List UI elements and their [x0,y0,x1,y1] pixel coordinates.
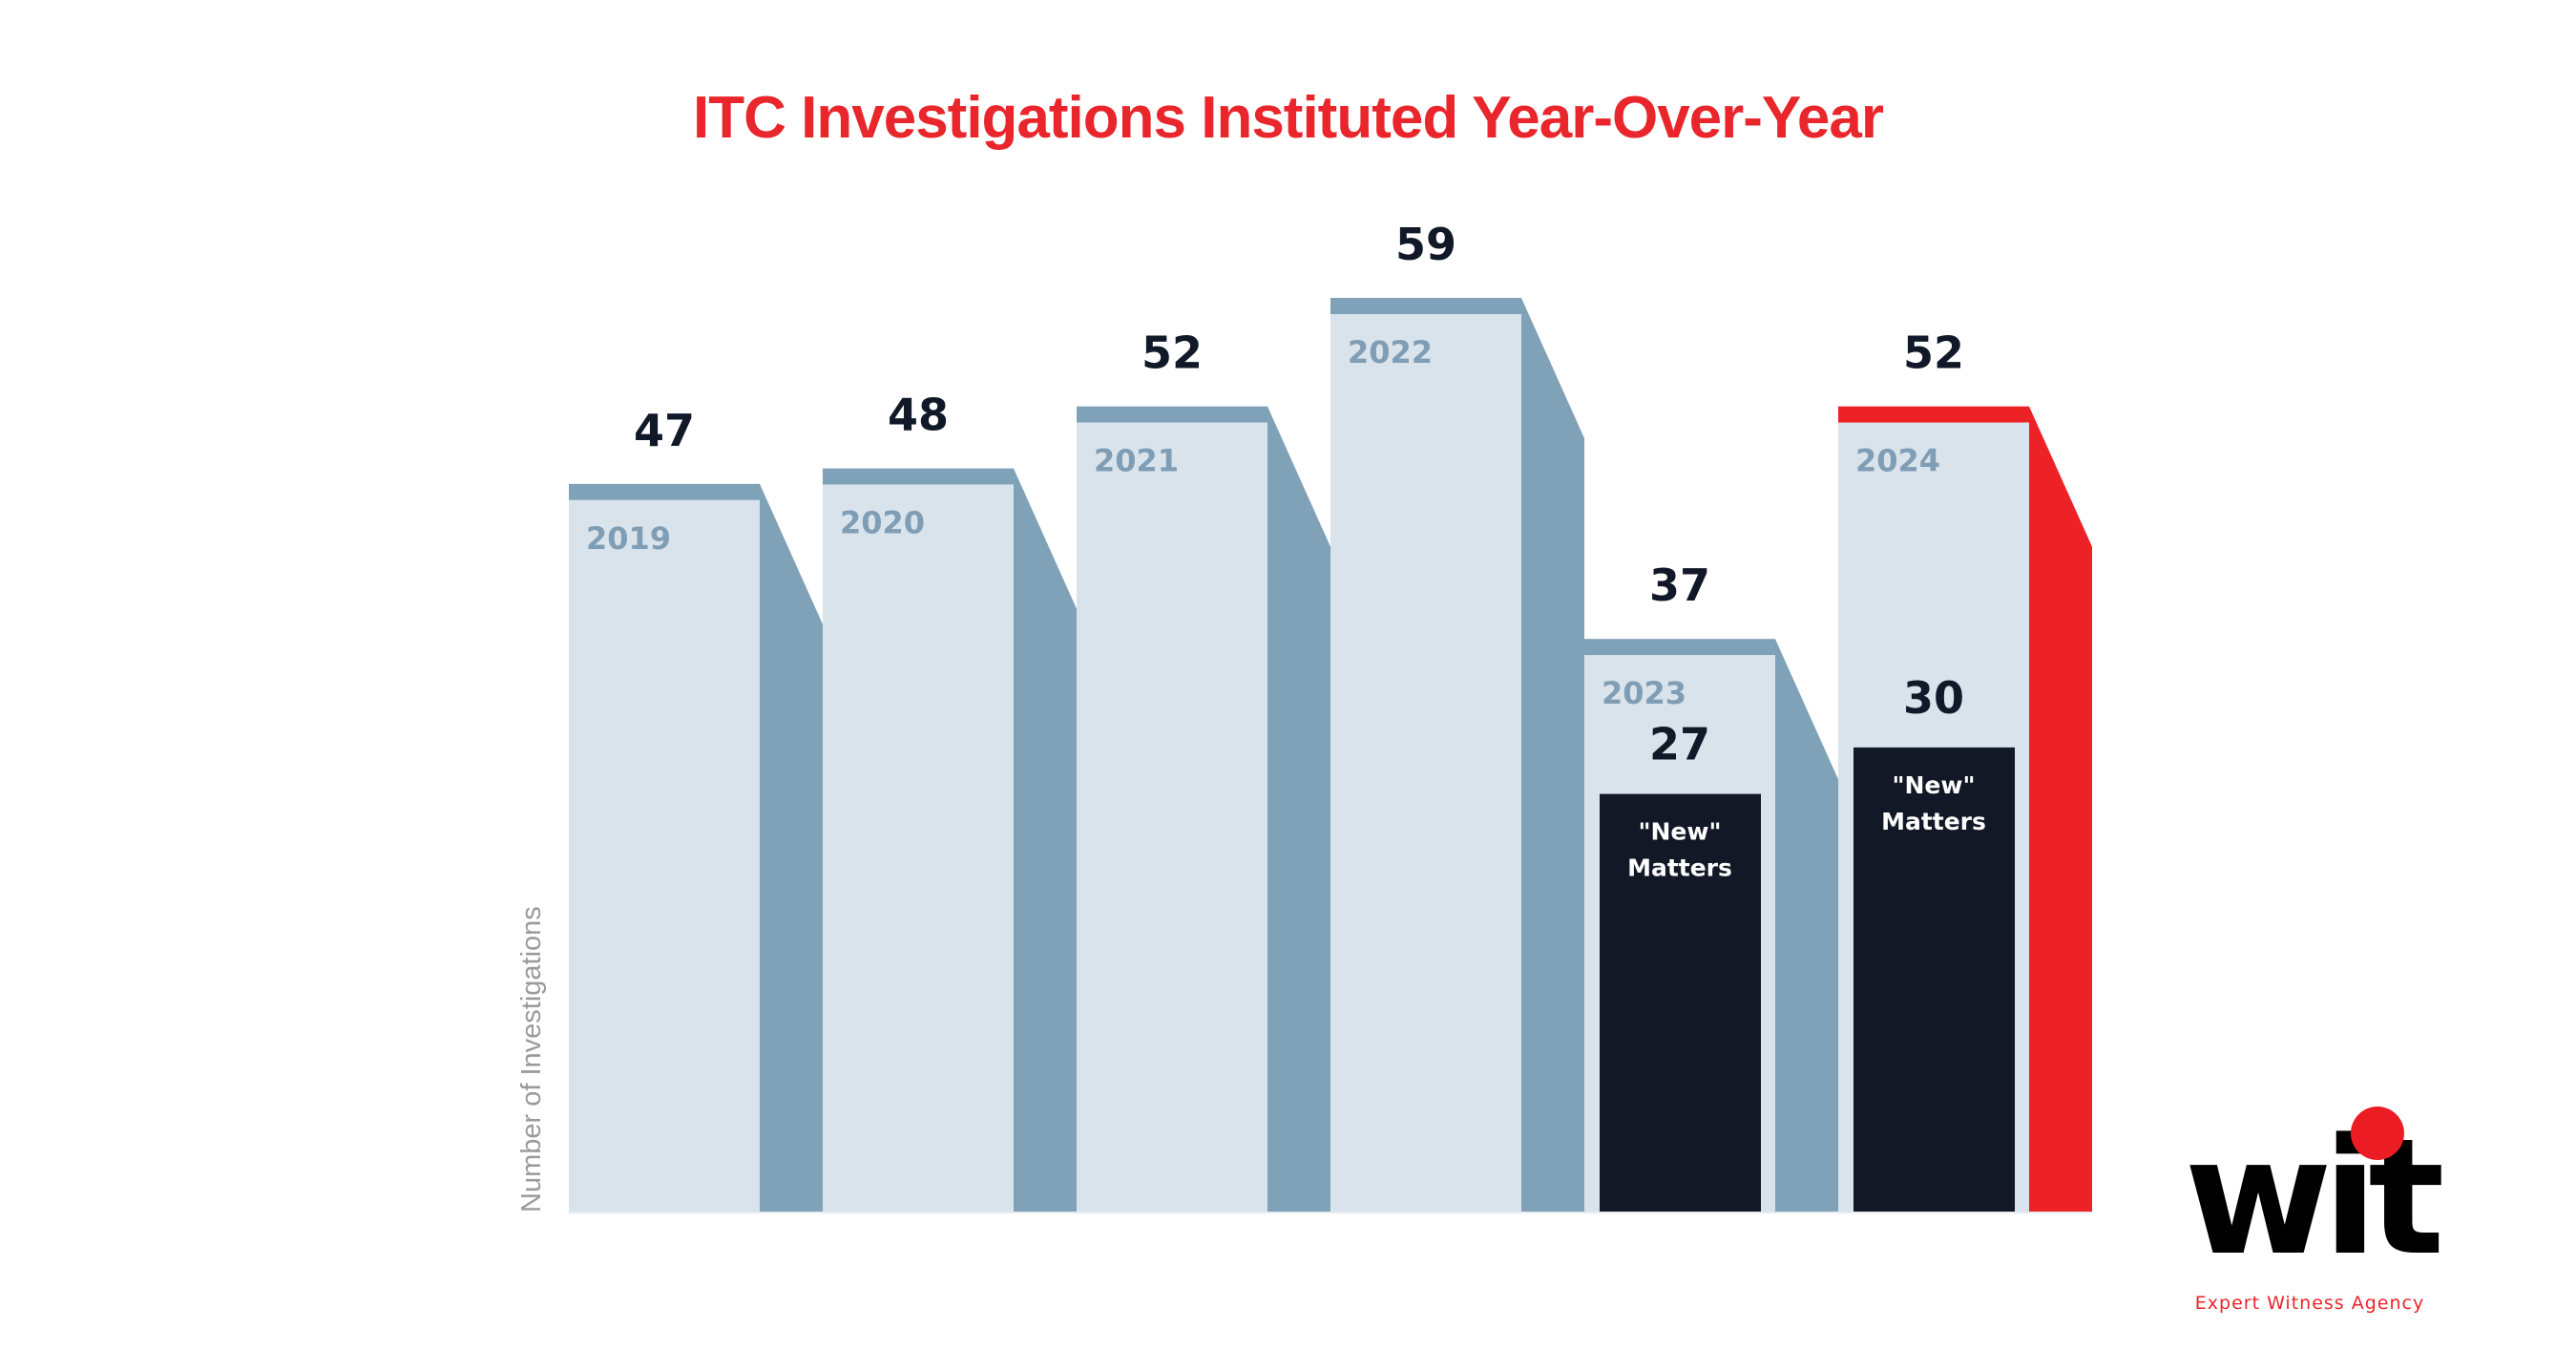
logo-tagline: Expert Witness Agency [2194,1293,2425,1314]
bar-side-2020 [1014,468,1077,1213]
value-label-2020: 48 [888,390,949,441]
bars-group: 2019 47 2020 48 2021 52 2022 59 2023 37 27 "New" Mat… [569,219,2092,1213]
bar-side-2023 [1775,639,1838,1213]
wit-logo: wit Expert Witness Agency [2152,1104,2467,1329]
value-label-2019: 47 [634,405,695,456]
new-matters-label-line1-2023: "New" [1638,818,1721,846]
bar-2020 [823,484,1014,1213]
bar-top-2023 [1584,639,1775,656]
chart-title: ITC Investigations Instituted Year-Over-… [693,85,1884,151]
bar-2019 [569,499,760,1213]
new-matters-label-line1-2024: "New" [1892,771,1975,799]
value-label-2022: 59 [1395,219,1456,270]
year-label-2024: 2024 [1855,443,1940,479]
bar-top-2019 [569,483,760,500]
year-label-2019: 2019 [586,520,671,557]
year-label-2020: 2020 [840,505,925,541]
bar-2022 [1330,314,1521,1213]
new-matters-value-2023: 27 [1649,719,1710,770]
value-label-2023: 37 [1649,559,1710,611]
bar-side-2021 [1267,406,1330,1213]
baseline [569,1212,2092,1213]
bar-side-2019 [760,483,823,1213]
year-label-2022: 2022 [1348,334,1433,370]
new-matters-bar-2023 [1600,793,1761,1213]
y-axis-label: Number of Investigations [516,906,547,1213]
bar-2021 [1077,422,1267,1213]
bar-top-2024 [1838,406,2029,423]
value-label-2021: 52 [1141,327,1203,379]
bar-side-2024 [2029,406,2092,1213]
bar-top-2022 [1330,298,1521,314]
bar-side-2022 [1521,298,1584,1213]
new-matters-value-2024: 30 [1903,672,1964,724]
new-matters-bar-2024 [1853,747,2015,1213]
logo-dot [2351,1107,2404,1160]
year-label-2021: 2021 [1094,443,1179,479]
bar-top-2020 [823,468,1014,485]
bar-top-2021 [1077,406,1267,423]
value-label-2024: 52 [1903,327,1964,379]
new-matters-label-line2-2024: Matters [1881,808,1986,835]
new-matters-label-line2-2023: Matters [1627,854,1732,882]
year-label-2023: 2023 [1602,675,1686,711]
logo-wordmark: wit [2184,1104,2444,1291]
